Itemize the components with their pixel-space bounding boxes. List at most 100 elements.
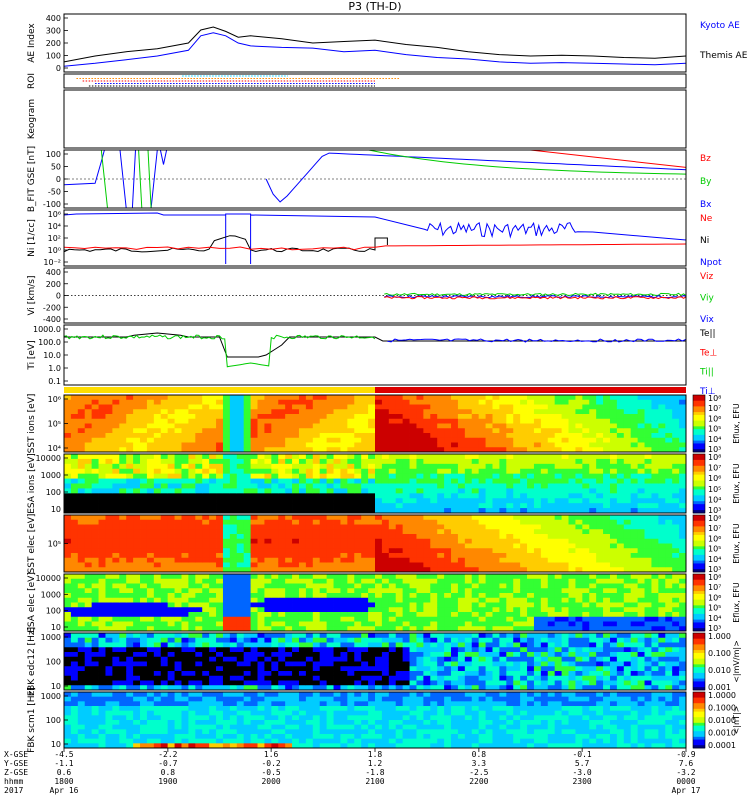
sst_elec-pixel (285, 544, 292, 549)
sst_ion-pixel (313, 405, 320, 410)
sst_elec-pixel (209, 539, 216, 544)
fbk_e-pixel (99, 662, 106, 667)
esa_elec-pixel (119, 574, 126, 579)
sst_ion-pixel (175, 428, 182, 433)
esa_elec-pixel (85, 612, 92, 617)
sst_elec-pixel (603, 529, 610, 534)
y-axis-label-ae: AE Index (27, 23, 37, 63)
esa_elec-pixel (638, 607, 645, 612)
esa_elec-pixel (368, 584, 375, 589)
sst_ion-pixel (479, 438, 486, 443)
sst_ion-pixel (244, 438, 251, 443)
esa_ion-pixel (430, 493, 437, 498)
sst_ion-pixel (548, 419, 555, 424)
esa_elec-pixel (486, 607, 493, 612)
fbk_e-pixel (285, 676, 292, 681)
esa_ion-pixel (451, 464, 458, 469)
esa_ion-pixel (354, 464, 361, 469)
sst_ion-pixel (223, 438, 230, 443)
esa_ion-pixel (631, 503, 638, 508)
esa_ion-pixel (596, 464, 603, 469)
sst_elec-pixel (596, 529, 603, 534)
sst_elec-pixel (451, 525, 458, 530)
y-axis-label-ni: Ni [1/cc] (27, 219, 37, 257)
esa_ion-colorbar-tick: 10⁵ (708, 485, 721, 494)
esa_ion-pixel (423, 484, 430, 489)
sst_elec-pixel (306, 553, 313, 558)
sst_ion-pixel (548, 438, 555, 443)
esa_elec-pixel (513, 579, 520, 584)
esa_ion-pixel (354, 479, 361, 484)
sst_elec-pixel (665, 529, 672, 534)
sst_ion-pixel (327, 400, 334, 405)
sst_elec-pixel (631, 525, 638, 530)
esa_elec-pixel (181, 579, 188, 584)
sst_ion-pixel (562, 443, 569, 448)
esa_ion-pixel (631, 493, 638, 498)
esa_elec-pixel (168, 603, 175, 608)
esa_elec-pixel (202, 598, 209, 603)
esa_ion-pixel (327, 454, 334, 459)
esa_elec-pixel (92, 622, 99, 627)
esa_elec-pixel (375, 598, 382, 603)
sst_elec-pixel (520, 544, 527, 549)
sst_elec-pixel (596, 515, 603, 520)
sst_ion-pixel (541, 419, 548, 424)
sst_elec-pixel (499, 558, 506, 563)
esa_ion-pixel (679, 459, 686, 464)
sst_ion-pixel (85, 409, 92, 414)
esa_ion-pixel (645, 498, 652, 503)
sst_elec-pixel (299, 529, 306, 534)
sst_elec-pixel (472, 515, 479, 520)
esa_ion-pixel (306, 464, 313, 469)
sst_ion-pixel (202, 395, 209, 400)
sst_ion-pixel (651, 395, 658, 400)
esa_elec-pixel (320, 612, 327, 617)
esa_elec-colorbar-cell (693, 585, 705, 588)
sst_ion-pixel (154, 409, 161, 414)
esa_elec-pixel (354, 617, 361, 622)
esa_ion-pixel (368, 479, 375, 484)
sst_elec-pixel (147, 534, 154, 539)
sst_elec-pixel (382, 529, 389, 534)
esa_ion-pixel (492, 488, 499, 493)
sst_ion-pixel (403, 428, 410, 433)
esa_ion-pixel (92, 488, 99, 493)
esa_elec-pixel (541, 584, 548, 589)
sst_ion-pixel (486, 424, 493, 429)
fbk_e-pixel (85, 647, 92, 652)
sst_ion-pixel (327, 414, 334, 419)
sst_elec-pixel (181, 534, 188, 539)
esa_elec-pixel (416, 579, 423, 584)
sst_ion-pixel (209, 438, 216, 443)
esa_ion-pixel (410, 459, 417, 464)
esa_ion-colorbar (693, 454, 705, 513)
sst_ion-pixel (638, 395, 645, 400)
esa_ion-pixel (105, 493, 112, 498)
esa_elec-pixel (603, 574, 610, 579)
fbk_e-pixel (244, 676, 251, 681)
sst_ion-pixel (216, 424, 223, 429)
esa_ion-pixel (85, 493, 92, 498)
esa_elec-pixel (195, 622, 202, 627)
sst_elec-pixel (638, 558, 645, 563)
esa_elec-pixel (140, 593, 147, 598)
esa_elec-pixel (631, 588, 638, 593)
sst_elec-pixel (451, 563, 458, 568)
esa_elec-pixel (582, 607, 589, 612)
sst_ion-pixel (389, 405, 396, 410)
esa_elec-pixel (258, 622, 265, 627)
sst_elec-pixel (575, 558, 582, 563)
esa_ion-pixel (92, 498, 99, 503)
sst_ion-pixel (347, 405, 354, 410)
esa_ion-pixel (320, 484, 327, 489)
sst_elec-pixel (499, 515, 506, 520)
sst_ion-pixel (458, 443, 465, 448)
sst_elec-pixel (569, 529, 576, 534)
fbk_e-pixel (119, 671, 126, 676)
esa_elec-pixel (237, 588, 244, 593)
esa_elec-pixel (140, 607, 147, 612)
fbk_e-pixel (195, 643, 202, 648)
sst_ion-pixel (126, 428, 133, 433)
